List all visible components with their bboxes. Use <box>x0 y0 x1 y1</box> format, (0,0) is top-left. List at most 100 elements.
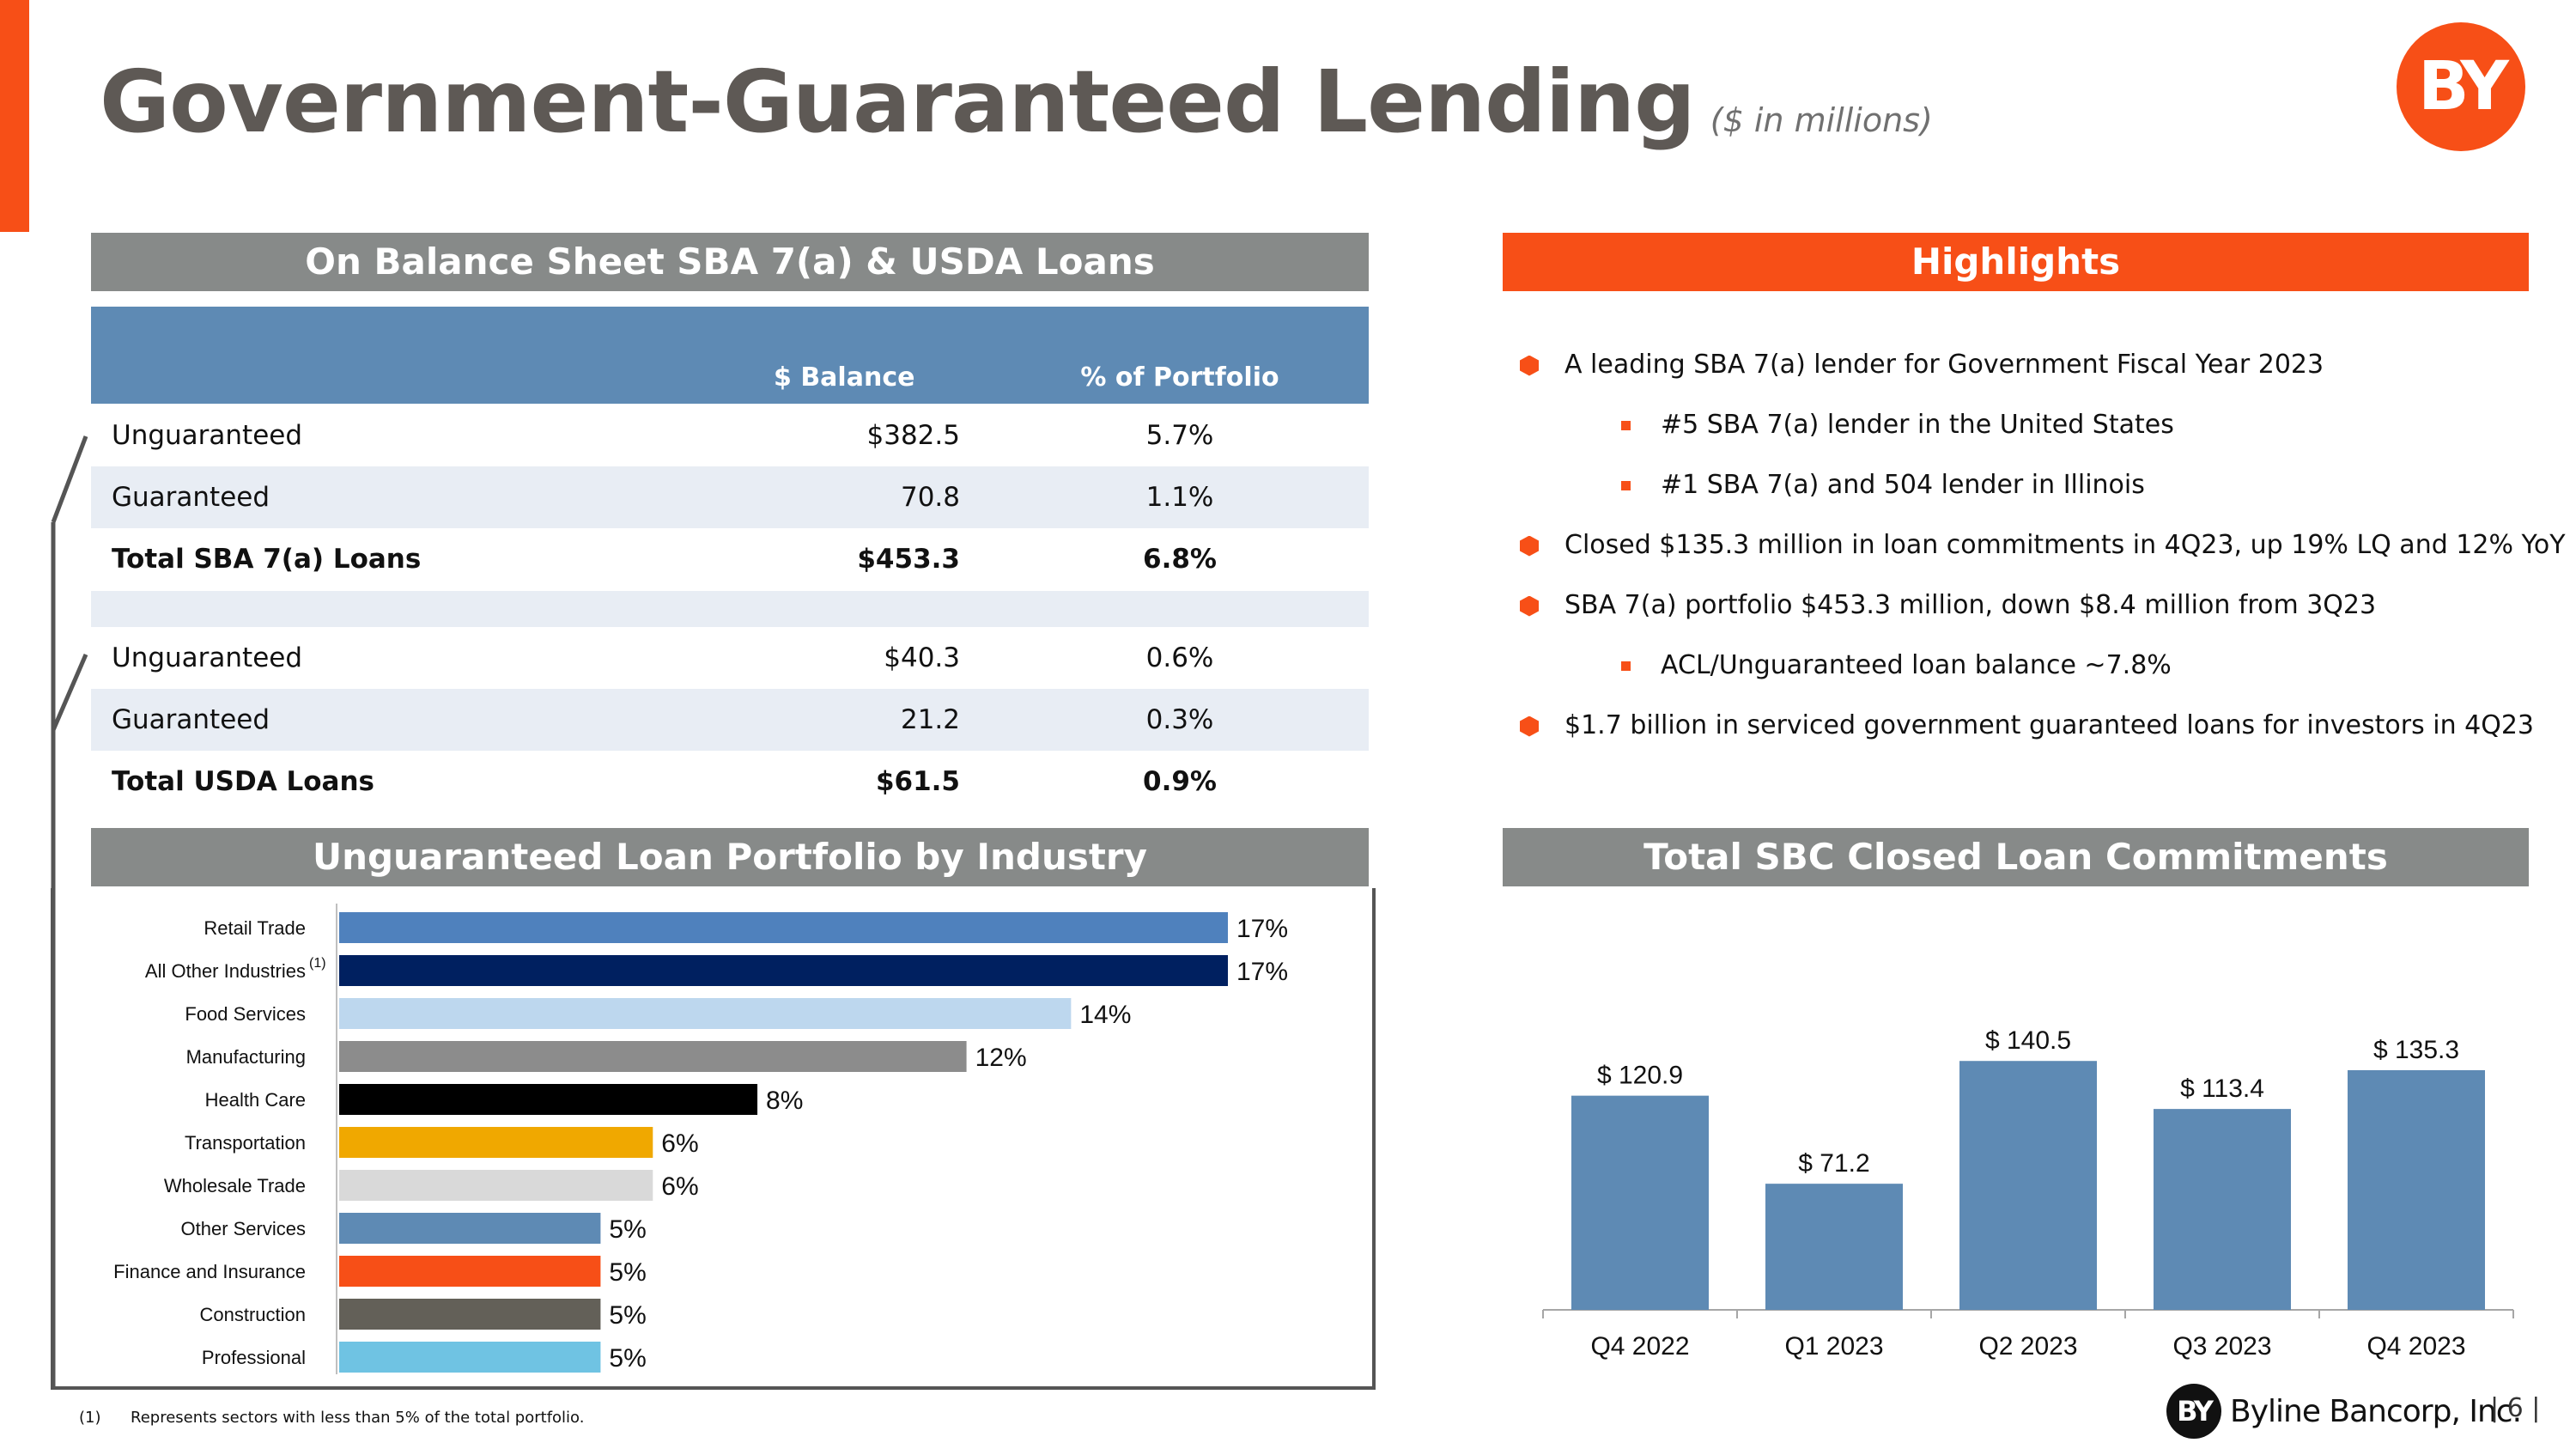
bullet-square-icon <box>1621 481 1631 490</box>
category-footnote-marker: (1) <box>309 956 326 971</box>
category-label: Transportation <box>185 1132 306 1154</box>
category-label: Professional <box>202 1347 306 1368</box>
category-label: Retail Trade <box>204 917 306 939</box>
highlight-item: A leading SBA 7(a) lender for Government… <box>1520 339 2533 399</box>
row-label: Guaranteed <box>112 482 270 513</box>
highlight-subitem: #5 SBA 7(a) lender in the United States <box>1520 399 2533 460</box>
title-main: Government-Guaranteed Lending <box>100 52 1696 152</box>
row-label: Total SBA 7(a) Loans <box>112 544 422 575</box>
bar <box>339 955 1228 986</box>
category-label: Other Services <box>181 1218 307 1239</box>
highlight-item: $1.7 billion in serviced government guar… <box>1520 700 2534 760</box>
bar <box>339 1213 601 1244</box>
industry-chart-frame <box>51 888 1376 1390</box>
highlight-subitem: #1 SBA 7(a) and 504 lender in Illinois <box>1520 460 2533 520</box>
row-balance: $453.3 <box>857 544 960 575</box>
bar <box>339 1041 967 1072</box>
row-percent: 1.1% <box>1145 482 1214 513</box>
footer-logo-mark: BY <box>2166 1384 2221 1439</box>
page-number: | 6 | <box>2490 1393 2541 1423</box>
category-label: Wholesale Trade <box>164 1175 306 1196</box>
bar <box>1765 1184 1903 1310</box>
row-percent: 0.6% <box>1145 642 1214 673</box>
x-tick-label: Q1 2023 <box>1784 1332 1883 1361</box>
bar <box>1959 1061 2097 1310</box>
row-balance: $40.3 <box>884 642 960 673</box>
column-header-balance: $ Balance <box>774 362 915 393</box>
bar <box>339 998 1072 1029</box>
bar <box>339 1170 653 1201</box>
data-label: 8% <box>766 1087 803 1115</box>
row-balance: $382.5 <box>866 420 960 451</box>
footer-company-name: Byline Bancorp, Inc. <box>2230 1393 2522 1429</box>
bullet-hexagon-icon <box>1520 535 1539 557</box>
category-label: Finance and Insurance <box>113 1261 306 1282</box>
data-label: $ 120.9 <box>1597 1062 1683 1090</box>
data-label: 17% <box>1236 915 1288 943</box>
table-row: Guaranteed 70.8 1.1% <box>91 466 1369 528</box>
highlight-text: ACL/Unguaranteed loan balance ~7.8% <box>1661 650 2172 680</box>
x-tick-label: Q3 2023 <box>2172 1332 2271 1361</box>
data-label: 5% <box>609 1215 646 1244</box>
data-label: 5% <box>609 1344 646 1373</box>
data-label: $ 71.2 <box>1798 1149 1869 1178</box>
company-logo: BY <box>2397 22 2525 151</box>
footnote-marker: (1) <box>79 1409 101 1427</box>
sba-section-heading: On Balance Sheet SBA 7(a) & USDA Loans <box>91 233 1369 291</box>
category-label: Construction <box>199 1304 306 1325</box>
data-label: $ 113.4 <box>2180 1075 2264 1103</box>
table-header: $ Balance % of Portfolio <box>91 307 1369 404</box>
x-tick-label: Q2 2023 <box>1978 1332 2077 1361</box>
highlight-item: Closed $135.3 million in loan commitment… <box>1520 520 2566 580</box>
footer-logo: BY Byline Bancorp, Inc. <box>2166 1383 2522 1440</box>
x-tick-label: Q4 2023 <box>2366 1332 2465 1361</box>
category-label: Health Care <box>205 1089 306 1111</box>
title-units: ($ in millions) <box>1710 101 1933 139</box>
row-percent: 0.9% <box>1143 766 1217 797</box>
row-label: Total USDA Loans <box>112 766 374 797</box>
page-number-value: 6 <box>2506 1393 2524 1423</box>
data-label: $ 135.3 <box>2373 1036 2459 1064</box>
bar <box>339 1084 758 1115</box>
row-balance: 21.2 <box>900 704 960 735</box>
highlights-heading: Highlights <box>1503 233 2529 291</box>
bullet-hexagon-icon <box>1520 715 1539 737</box>
data-label: 14% <box>1079 1001 1131 1029</box>
table-row-total: Total SBA 7(a) Loans $453.3 6.8% <box>91 528 1369 590</box>
bar <box>2154 1109 2291 1310</box>
bar <box>339 1342 601 1373</box>
row-balance: $61.5 <box>875 766 960 797</box>
row-percent: 5.7% <box>1145 420 1214 451</box>
commitments-heading: Total SBC Closed Loan Commitments <box>1503 828 2529 886</box>
bullet-hexagon-icon <box>1520 355 1539 376</box>
data-label: 17% <box>1236 958 1288 986</box>
row-percent: 6.8% <box>1143 544 1217 575</box>
industry-bar-chart: Retail Trade 17% All Other Industries (1) 17… <box>113 904 1288 1374</box>
data-label: 6% <box>661 1172 698 1201</box>
highlight-text: SBA 7(a) portfolio $453.3 million, down … <box>1564 590 2377 620</box>
bar <box>2348 1069 2485 1310</box>
data-label: 12% <box>975 1044 1027 1072</box>
highlight-text: A leading SBA 7(a) lender for Government… <box>1564 350 2324 380</box>
page-title: Government-Guaranteed Lending ($ in milli… <box>100 52 1933 152</box>
highlight-text: Closed $135.3 million in loan commitment… <box>1564 530 2566 560</box>
bar <box>1571 1095 1709 1310</box>
bar <box>339 1256 601 1287</box>
column-header-portfolio: % of Portfolio <box>1080 362 1279 393</box>
category-label: All Other Industries <box>145 960 306 982</box>
bar <box>339 1299 601 1330</box>
highlight-text: #5 SBA 7(a) lender in the United States <box>1661 410 2174 440</box>
row-percent: 0.3% <box>1145 704 1214 735</box>
bullet-square-icon <box>1621 661 1631 671</box>
row-label: Unguaranteed <box>112 642 303 673</box>
table-row-total: Total USDA Loans $61.5 0.9% <box>91 751 1369 813</box>
accent-bar <box>0 0 29 232</box>
row-balance: 70.8 <box>900 482 960 513</box>
highlight-text: #1 SBA 7(a) and 504 lender in Illinois <box>1661 470 2145 500</box>
table-spacer <box>91 591 1369 627</box>
data-label: 5% <box>609 1258 646 1287</box>
highlight-item: SBA 7(a) portfolio $453.3 million, down … <box>1520 580 2533 640</box>
category-label: Food Services <box>185 1003 306 1025</box>
x-tick-label: Q4 2022 <box>1590 1332 1689 1361</box>
row-label: Unguaranteed <box>112 420 303 451</box>
